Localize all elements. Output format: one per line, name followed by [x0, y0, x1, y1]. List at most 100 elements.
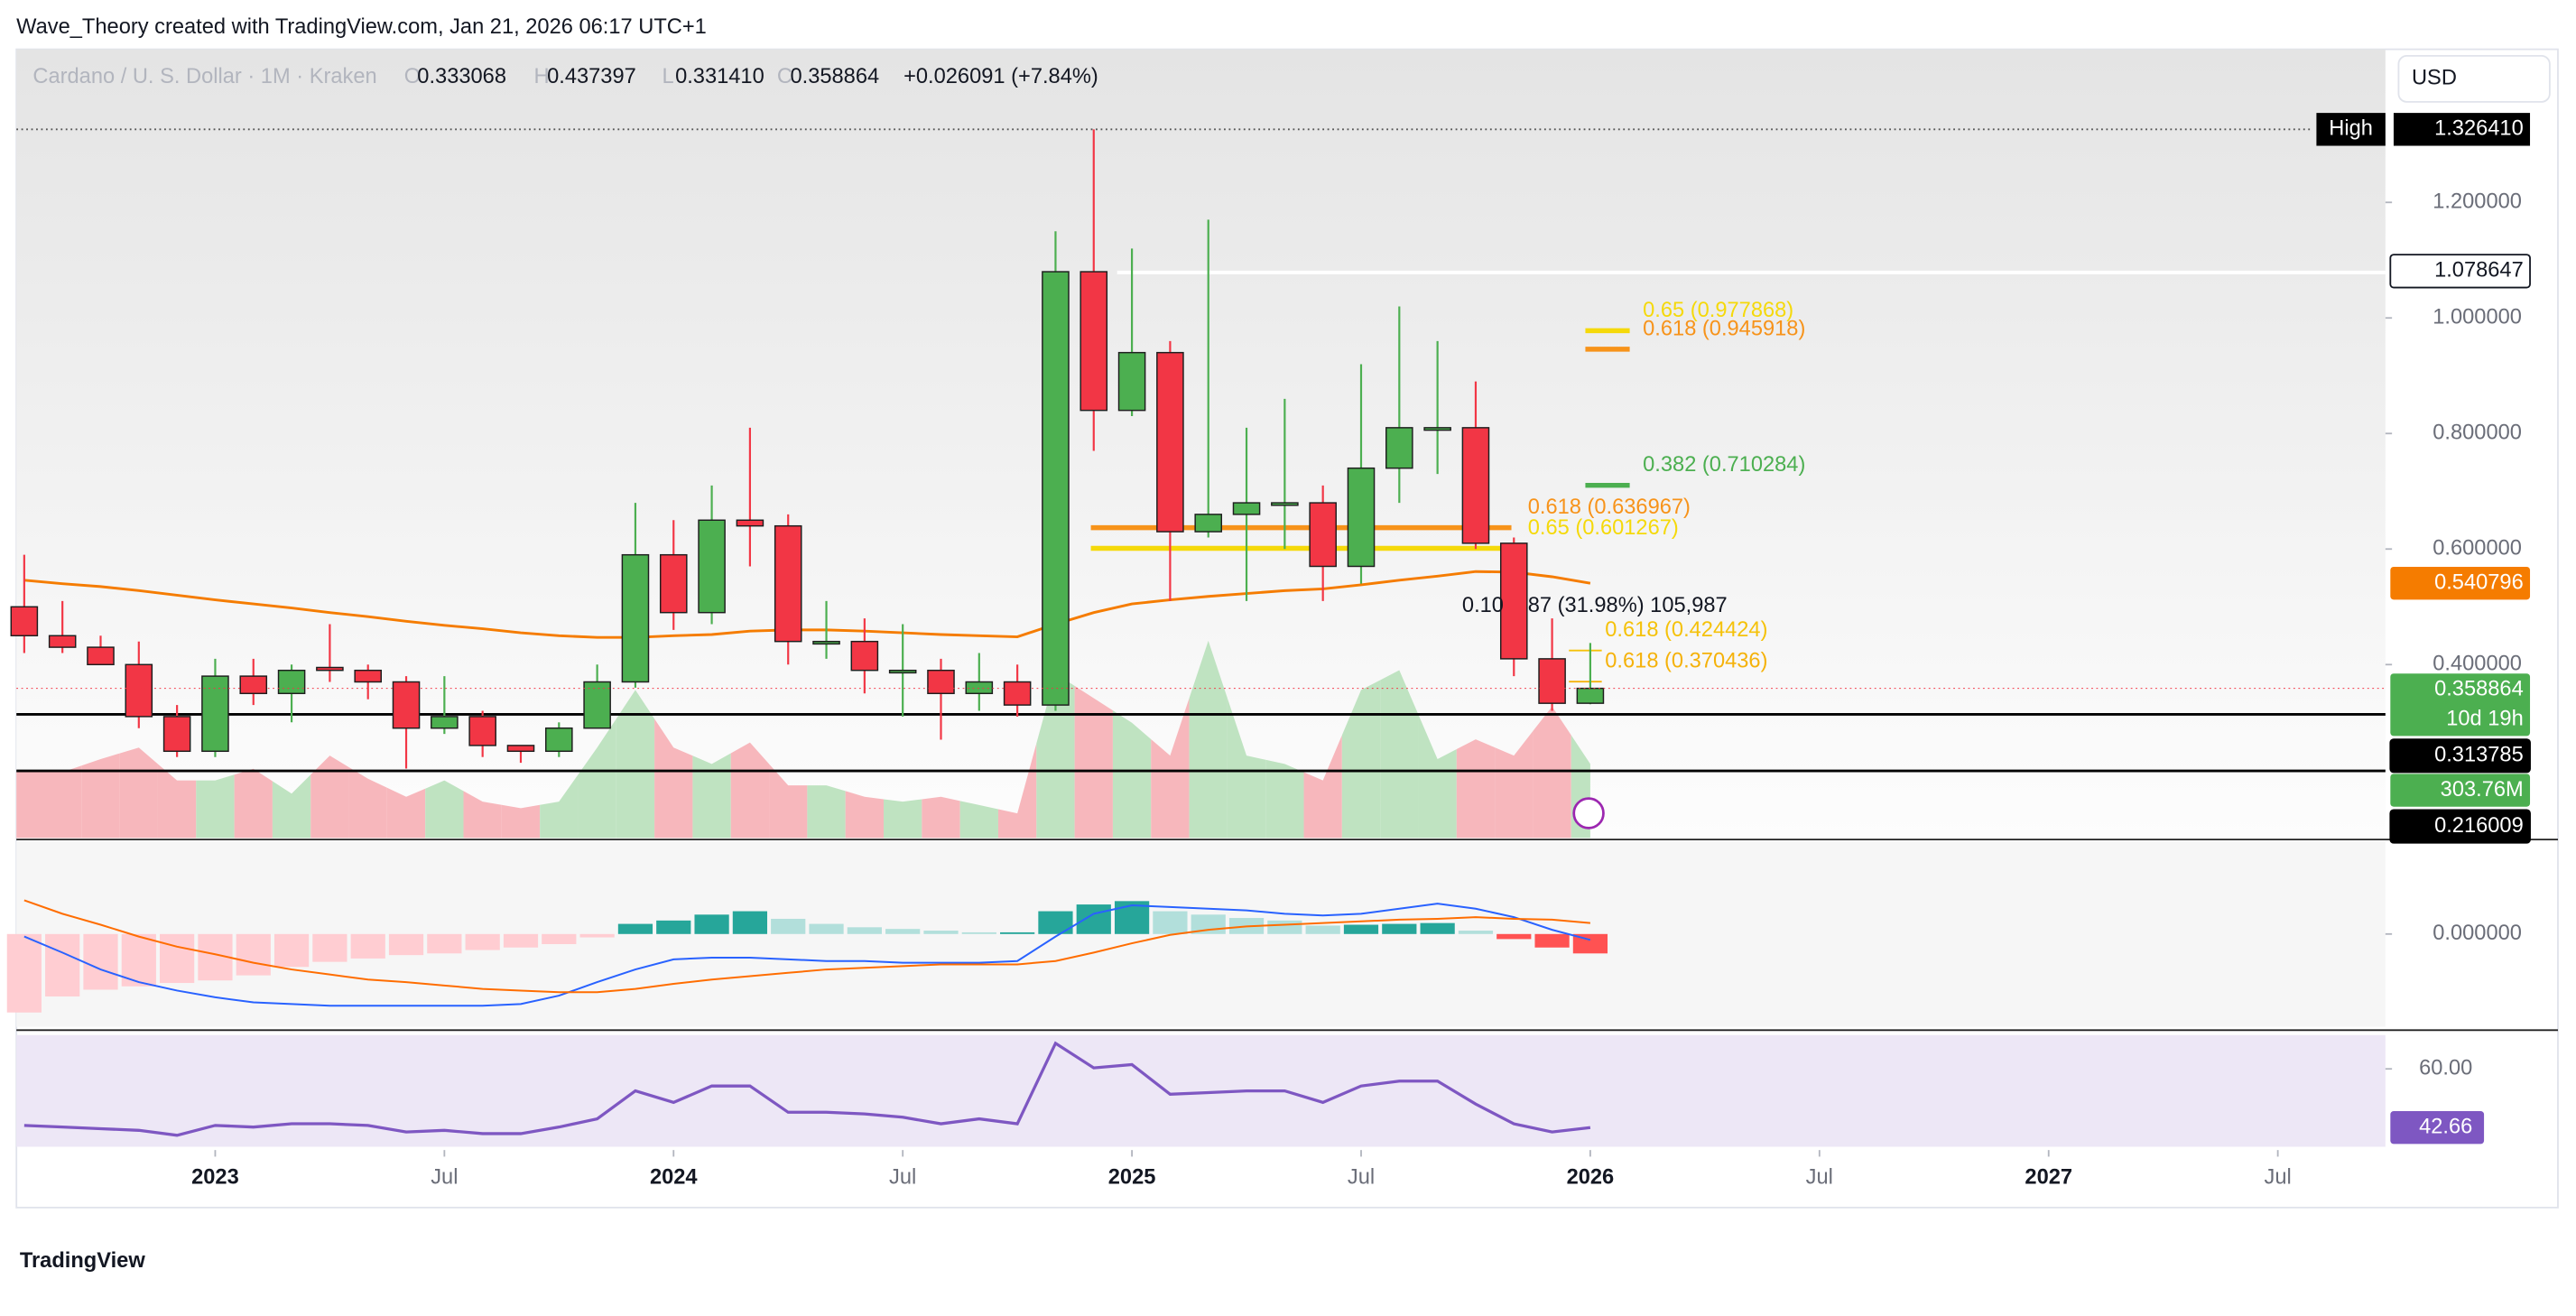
candle-body [621, 553, 650, 683]
candle-body [927, 669, 955, 695]
level-label: 0.216009 [2434, 814, 2524, 838]
candle-body [10, 606, 39, 637]
macd-histogram [388, 933, 424, 956]
candle-body [1309, 502, 1337, 568]
macd-histogram [771, 918, 806, 934]
volume-area [692, 753, 731, 839]
level-label: 1.078647 [2434, 259, 2524, 283]
y-tick-label: 0.800000 [2432, 422, 2522, 445]
macd-histogram [885, 929, 921, 934]
volume-area [769, 764, 808, 839]
candle-body [965, 681, 994, 695]
ohlc-value: 0.358864 [790, 65, 879, 88]
candle-body [125, 663, 153, 718]
macd-line [23, 903, 1591, 1007]
macd-histogram [350, 933, 385, 959]
macd-histogram [1000, 931, 1035, 934]
candle-body [1576, 687, 1605, 704]
symbol: Cardano / U. S. Dollar · 1M · Kraken [32, 65, 376, 88]
currency-button[interactable] [2397, 54, 2551, 103]
candle-body [431, 716, 459, 729]
volume-area [43, 765, 82, 839]
volume-area [807, 785, 846, 839]
candle-body [87, 646, 115, 666]
volume-area [1227, 698, 1266, 839]
volume-area [884, 799, 922, 839]
macd-histogram [1458, 931, 1494, 934]
volume-area [1189, 640, 1228, 839]
level-box [2389, 809, 2531, 844]
volume-area [1112, 710, 1152, 839]
volume-area [1074, 685, 1113, 839]
fib-label: 0.65 (0.601267) [1528, 516, 1679, 540]
fib-label: 0.618 (0.424424) [1605, 618, 1767, 642]
candle-body [506, 745, 535, 753]
candle-body [812, 640, 840, 645]
volume-area [578, 718, 616, 839]
candle-body [1538, 658, 1566, 704]
ohlc-value: 0.331410 [675, 65, 764, 88]
volume-area [386, 787, 426, 839]
volume-area [463, 791, 502, 839]
macd-histogram [83, 933, 118, 990]
macd-histogram [6, 933, 42, 1013]
fib-label: 0.618 (0.370436) [1605, 650, 1767, 673]
candle-body [1499, 542, 1528, 660]
ohlc-label: H [534, 65, 550, 88]
volume-area [310, 755, 349, 839]
candle-body [392, 681, 421, 729]
macd-histogram [160, 933, 195, 984]
candle-body [162, 716, 191, 753]
candle-body [277, 669, 306, 695]
macd-histogram [1153, 911, 1188, 934]
candle-body [736, 519, 764, 527]
candle-body [1232, 502, 1261, 515]
volume-label: 303.76M [2441, 778, 2524, 802]
volume-area [730, 742, 770, 839]
volume-area [1265, 759, 1304, 839]
currency[interactable]: USD [2412, 67, 2457, 90]
candle-body [1347, 467, 1376, 568]
volume-area [959, 801, 998, 839]
change: +0.026091 (+7.84%) [903, 65, 1098, 88]
macd-histogram [427, 933, 462, 954]
macd-histogram [1267, 920, 1302, 934]
x-tick-label: 2025 [1108, 1165, 1156, 1189]
candle-body [583, 681, 611, 729]
macd-histogram [236, 933, 271, 976]
candle-body [1156, 351, 1184, 533]
macd-histogram [1382, 923, 1417, 934]
candle-body [48, 635, 77, 648]
candle-body [545, 727, 573, 753]
volume-box [2390, 774, 2531, 807]
y-tick-label: 0.400000 [2432, 653, 2522, 676]
candle-body [1003, 681, 1032, 706]
macd-histogram [1305, 925, 1340, 934]
ohlc-value: 0.437397 [547, 65, 636, 88]
macd-histogram [273, 933, 310, 968]
candle-body [698, 519, 726, 614]
ohlc-label: C [777, 65, 792, 88]
high-value-box [2393, 113, 2531, 146]
countdown: 10d 19h [2446, 707, 2524, 730]
ema-line [23, 570, 1591, 639]
candle-body [1423, 427, 1451, 431]
ohlc-label: O [404, 65, 421, 88]
volume-area [922, 796, 960, 839]
candle-body [1117, 351, 1146, 412]
ema-label: 0.540796 [2434, 570, 2524, 594]
volume-area [501, 804, 541, 839]
candle-body [659, 553, 688, 614]
macd-histogram [1534, 933, 1570, 948]
ema-box [2390, 566, 2531, 600]
macd-histogram [1496, 933, 1532, 940]
macd-histogram [1038, 911, 1073, 934]
signal-line [23, 899, 1590, 994]
volume-area [616, 690, 655, 839]
level-box [2389, 254, 2531, 289]
volume-area [196, 774, 235, 839]
volume-area [654, 718, 693, 839]
measure: 0.10 [1462, 594, 1504, 617]
volume-area [16, 772, 44, 839]
